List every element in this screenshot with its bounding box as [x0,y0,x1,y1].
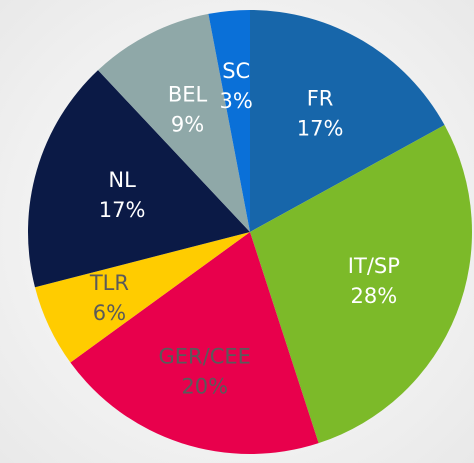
pie-slice [34,232,251,363]
slice-label: TLR [89,271,129,295]
pie-slice [98,13,250,232]
slice-value-label: 20% [181,374,228,398]
pie-slice [250,10,445,232]
slice-label: GER/CEE [159,344,251,368]
slice-value-label: 17% [99,198,146,222]
pie-slice [208,10,250,232]
slice-label: FR [307,87,334,111]
pie-slice [250,125,472,444]
slice-label: SC [222,59,250,83]
pie-slice [70,232,319,455]
slice-label: IT/SP [348,254,400,278]
slice-label: BEL [168,82,208,106]
slice-value-label: 28% [351,284,398,308]
slice-value-label: 3% [220,89,253,113]
slice-label: NL [108,168,136,192]
slice-value-label: 6% [93,301,126,325]
slice-value-label: 17% [297,117,344,141]
pie-slice [28,70,251,288]
slice-value-label: 9% [171,112,204,136]
